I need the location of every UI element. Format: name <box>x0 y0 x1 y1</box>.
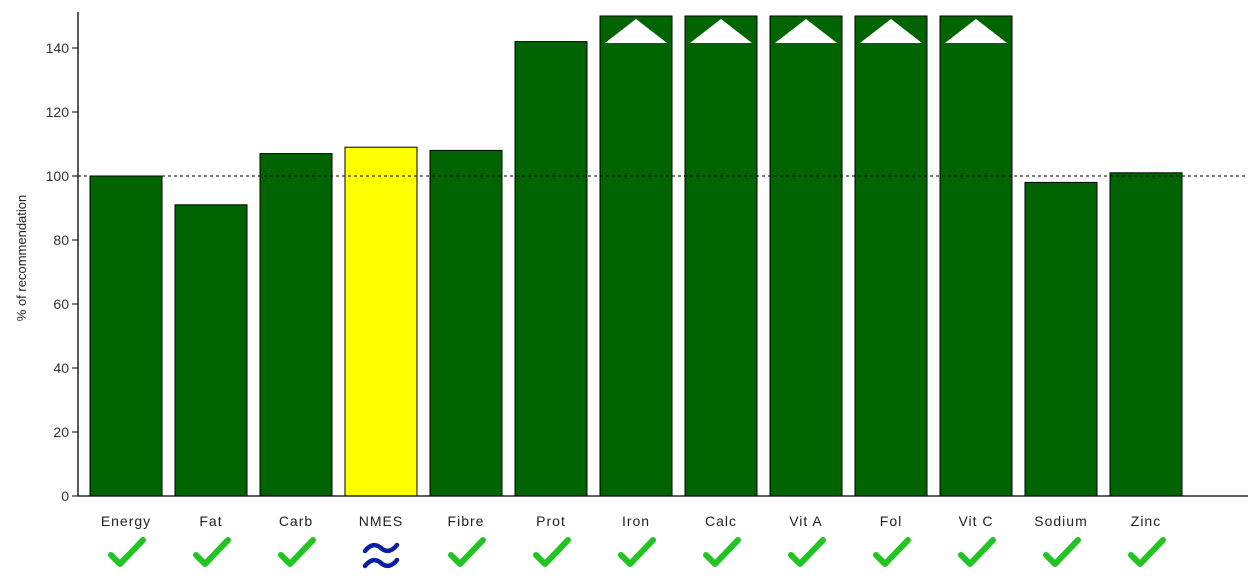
approx-icon <box>362 542 400 569</box>
y-tick-label: 140 <box>46 40 70 56</box>
category-label: Zinc <box>1131 513 1161 529</box>
bar <box>174 204 248 497</box>
check-icon <box>1128 537 1166 567</box>
overflow-indicator <box>690 19 752 43</box>
y-tick-label: 80 <box>53 232 69 248</box>
check-icon <box>278 537 316 567</box>
bar <box>1024 181 1098 497</box>
bar <box>769 15 843 497</box>
y-tick-label: 100 <box>46 168 70 184</box>
category-labels: Energy Fat Carb NMES Fibre Prot Iron Calc Vit A F… <box>101 513 1161 529</box>
status-icons <box>108 537 1166 569</box>
category-label: Vit A <box>789 513 823 529</box>
category-label: Fibre <box>448 513 485 529</box>
category-label: Vit C <box>958 513 993 529</box>
category-label: NMES <box>359 513 403 529</box>
category-label: Fol <box>880 513 902 529</box>
category-label: Carb <box>279 513 313 529</box>
y-axis-label: % of recommendation <box>14 195 29 321</box>
bar <box>514 41 588 497</box>
y-tick-label: 0 <box>61 488 69 504</box>
bar <box>939 15 1013 497</box>
check-icon <box>703 537 741 567</box>
category-label: Fat <box>199 513 222 529</box>
category-label: Prot <box>536 513 566 529</box>
bar <box>1109 172 1183 497</box>
check-icon <box>958 537 996 567</box>
y-tick-label: 120 <box>46 104 70 120</box>
overflow-indicator <box>945 19 1007 43</box>
category-label: Sodium <box>1034 513 1087 529</box>
y-tick-label: 60 <box>53 296 69 312</box>
check-icon <box>873 537 911 567</box>
category-label: Energy <box>101 513 151 529</box>
bar <box>259 153 333 497</box>
check-icon <box>788 537 826 567</box>
axes: 0 20 40 60 80 100 120 140 <box>46 12 1248 504</box>
overflow-indicator <box>775 19 837 43</box>
y-tick-label: 40 <box>53 360 69 376</box>
category-label: Iron <box>622 513 650 529</box>
check-icon <box>108 537 146 567</box>
bar <box>429 149 503 497</box>
check-icon <box>193 537 231 567</box>
check-icon <box>448 537 486 567</box>
check-icon <box>1043 537 1081 567</box>
overflow-indicator <box>860 19 922 43</box>
bar <box>344 146 418 497</box>
bar <box>854 15 928 497</box>
overflow-indicator <box>605 19 667 43</box>
category-label: Calc <box>705 513 737 529</box>
bar <box>684 15 758 497</box>
y-tick-label: 20 <box>53 424 69 440</box>
check-icon <box>533 537 571 567</box>
bar <box>599 15 673 497</box>
check-icon <box>618 537 656 567</box>
bar <box>89 175 163 497</box>
bars <box>89 15 1183 497</box>
